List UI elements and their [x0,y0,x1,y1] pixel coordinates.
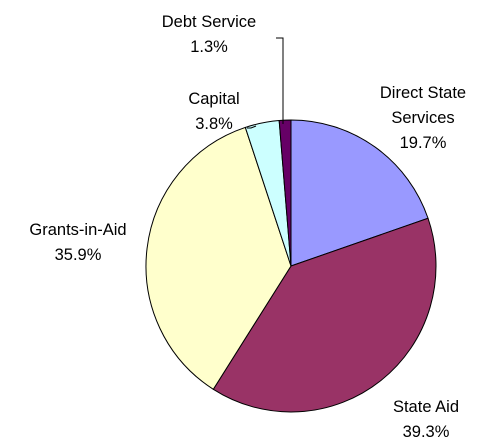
pie-slice-state-aid [212,217,437,413]
slice-name-label: Capital [188,90,239,108]
slice-percent-label: 35.9% [55,246,102,264]
slice-name-label: Debt Service [162,13,256,31]
slice-percent-label: 19.7% [400,134,447,152]
slice-label-grants-in-aid: Grants-in-Aid 35.9% [29,221,126,264]
slice-percent-label: 1.3% [190,38,228,56]
pie-slice-grants-in-aid [145,126,292,390]
slice-name-label: Grants-in-Aid [29,221,126,239]
slice-labels: Direct State Services 19.7% State Aid 39.3% G… [29,13,466,441]
pie-slices [145,119,437,413]
slice-label-direct-state-services: Direct State Services 19.7% [380,84,466,152]
slice-percent-label: 39.3% [403,423,450,441]
slice-label-debt-service: Debt Service 1.3% [162,13,256,56]
pie-slice-debt-service [278,119,292,267]
pie-slice-direct-state-services [290,119,429,267]
slice-percent-label: 3.8% [195,115,233,133]
slice-name-label: Direct State [380,84,466,102]
leader-lines [247,37,284,129]
slice-name-label: State Aid [393,398,459,416]
leader-line-debt-service [276,37,284,124]
slice-label-capital: Capital 3.8% [188,90,239,133]
leader-line-capital [247,125,257,129]
slice-name-label: Services [391,109,454,127]
slice-label-state-aid: State Aid 39.3% [393,398,459,441]
